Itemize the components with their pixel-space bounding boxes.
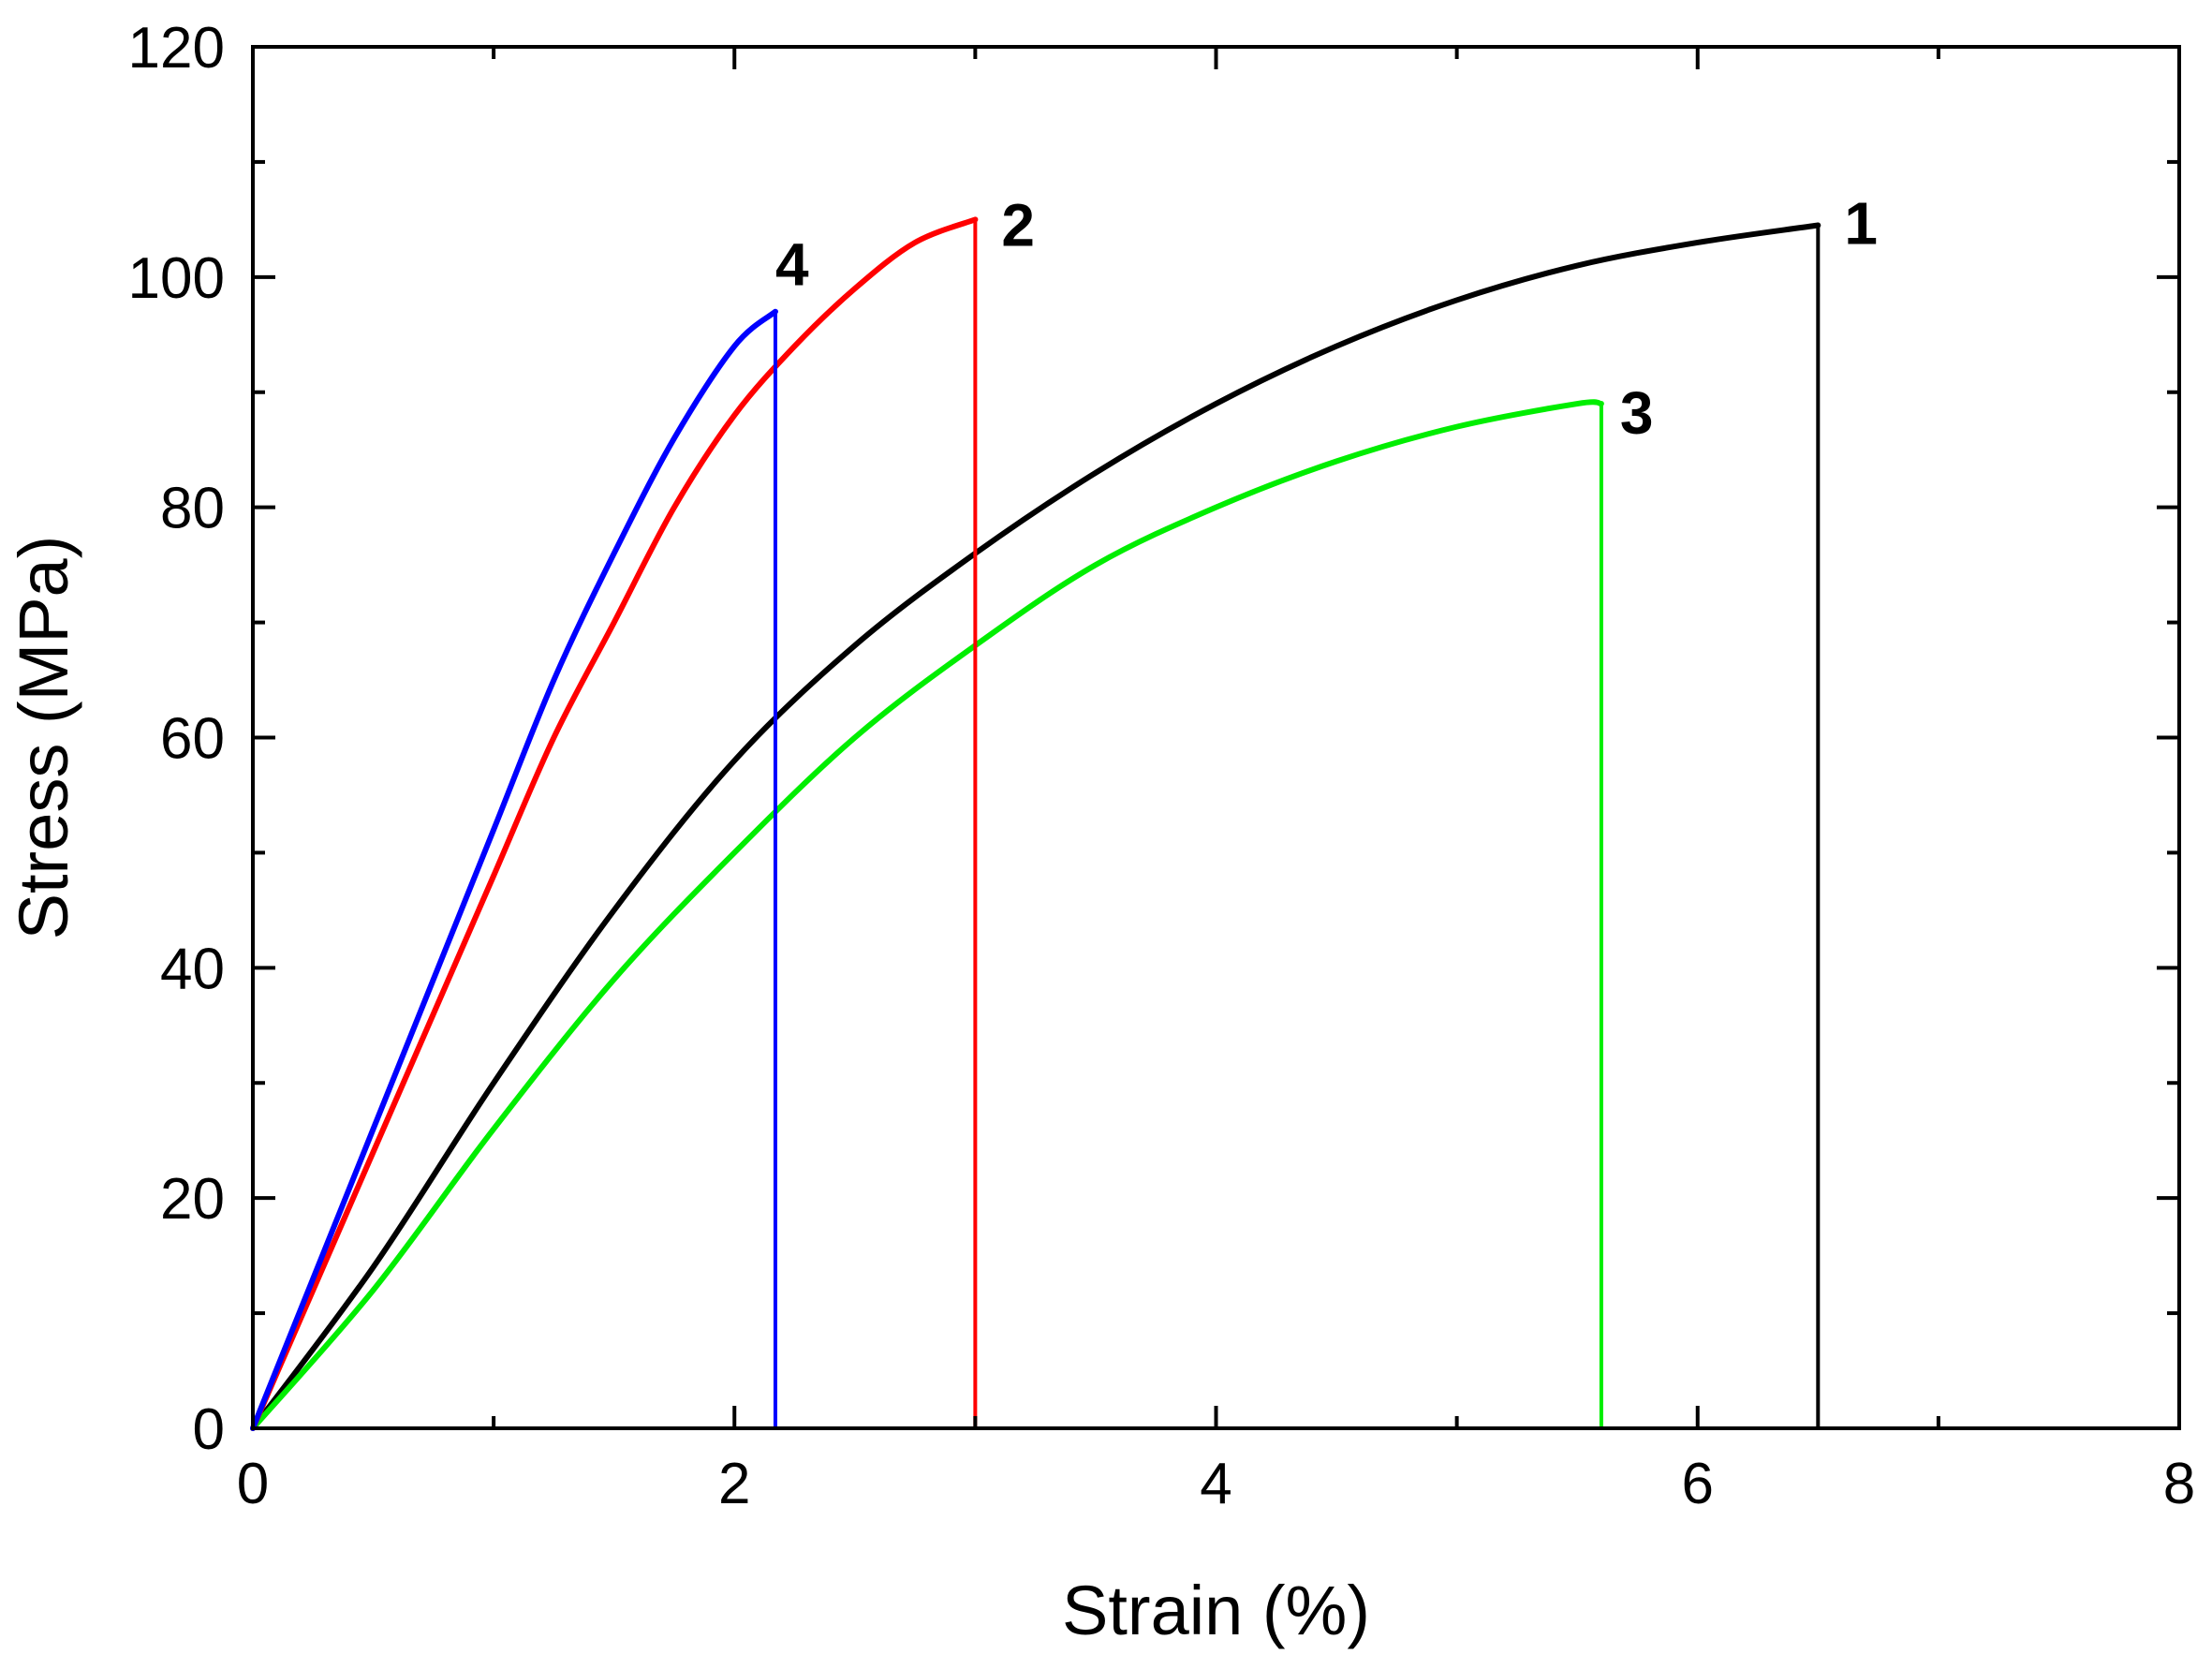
y-tick-label: 40 [160, 937, 225, 1001]
curve-label-3: 3 [1620, 379, 1654, 447]
curve-2 [250, 216, 979, 1431]
y-tick-label: 120 [128, 16, 225, 81]
y-tick-label: 20 [160, 1167, 225, 1232]
curve-3 [250, 399, 1604, 1431]
x-tick-label: 6 [1682, 1452, 1714, 1516]
x-tick-label: 4 [1200, 1452, 1231, 1516]
curve-4 [250, 308, 778, 1431]
x-tick-label: 2 [718, 1452, 750, 1516]
x-tick-label: 8 [2163, 1452, 2195, 1516]
curve-label-2: 2 [1001, 191, 1035, 258]
curve-1 [250, 222, 1821, 1431]
y-tick-label: 60 [160, 707, 225, 772]
y-tick-label: 80 [160, 477, 225, 541]
y-axis-label: Stress (MPa) [5, 536, 82, 940]
x-tick-label: 0 [237, 1452, 269, 1516]
y-tick-label: 100 [128, 246, 225, 311]
x-axis-label: Strain (%) [1062, 1572, 1370, 1649]
curve-label-4: 4 [775, 231, 809, 299]
curve-label-1: 1 [1844, 190, 1878, 258]
curve-labels-layer: 1 3 2 4 [775, 190, 1878, 448]
curves-layer [250, 216, 1821, 1431]
y-tick-label: 0 [193, 1397, 225, 1462]
ticks-layer [251, 45, 2181, 1430]
plot-frame [251, 45, 2181, 1430]
